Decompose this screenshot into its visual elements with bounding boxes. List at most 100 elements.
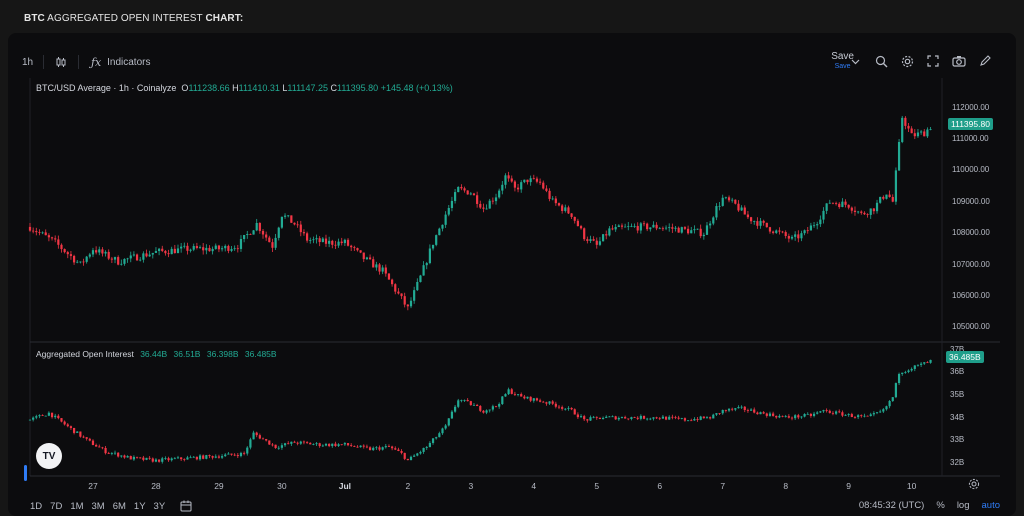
tradingview-logo[interactable]: TV: [36, 443, 62, 469]
time-tick-8: 5: [594, 481, 600, 491]
price-series-candle-207: [680, 227, 683, 233]
percent-toggle[interactable]: %: [936, 500, 945, 511]
price-series-candle-142: [476, 195, 479, 204]
oi-series-candle-187: [617, 417, 620, 420]
oi-series-candle-209: [686, 420, 690, 422]
gear-icon[interactable]: [900, 54, 914, 68]
price-series-candle-220: [721, 197, 724, 206]
interval-button[interactable]: 1h: [22, 56, 34, 68]
last-price-tag: 111395.80: [948, 118, 993, 130]
price-series-candle-159: [529, 178, 532, 183]
price-series-candle-82: [287, 215, 290, 217]
price-series-candle-27: [113, 257, 117, 260]
time-axis-settings-icon[interactable]: [967, 477, 981, 491]
scroll-handle[interactable]: [24, 465, 27, 481]
price-series-candle-251: [819, 219, 822, 225]
price-series-candle-48: [180, 246, 183, 249]
range-6m[interactable]: 6M: [112, 500, 126, 512]
price-series-candle-92: [318, 238, 321, 243]
oi-series-candle-104: [356, 446, 359, 448]
oi-series-candle-197: [649, 418, 652, 420]
oi-series-candle-99: [340, 444, 343, 446]
oi-series-candle-121: [409, 456, 413, 461]
oi-series-candle-49: [183, 459, 186, 460]
oi-tick-3: 34B: [950, 412, 965, 422]
oi-series-candle-162: [539, 400, 542, 402]
time-tick-3: 30: [277, 481, 287, 491]
price-series-candle-242: [790, 236, 794, 239]
price-series-candle-169: [561, 205, 564, 211]
range-3m[interactable]: 3M: [91, 500, 105, 512]
price-series-candle-11: [63, 249, 66, 253]
price-series-candle-199: [655, 224, 658, 229]
price-series-candle-185: [611, 228, 614, 230]
oi-series-candle-58: [211, 456, 214, 458]
price-series-candle-151: [504, 175, 507, 185]
auto-toggle[interactable]: auto: [981, 500, 1001, 511]
price-series-candle-138: [463, 188, 466, 191]
price-series-candle-250: [816, 224, 819, 226]
oi-series-candle-107: [365, 446, 369, 448]
oi-series-candle-105: [359, 445, 362, 448]
oi-series-candle-214: [702, 416, 705, 419]
range-1m[interactable]: 1M: [70, 500, 84, 512]
range-1y[interactable]: 1Y: [133, 500, 146, 512]
pencil-icon[interactable]: [978, 54, 992, 68]
oi-series-candle-102: [350, 445, 353, 447]
oi-open-value: 36.44B: [140, 349, 168, 359]
price-series-candle-42: [161, 248, 164, 251]
utc-clock[interactable]: 08:45:32 (UTC): [858, 500, 925, 511]
oi-series-candle-127: [428, 442, 431, 448]
price-series-candle-186: [614, 226, 617, 230]
price-series-candle-196: [646, 223, 649, 230]
price-series-candle-78: [274, 237, 277, 248]
oi-series-candle-54: [198, 455, 202, 460]
oi-series-candle-229: [749, 409, 753, 411]
oi-series-candle-153: [510, 389, 513, 394]
oi-series-candle-143: [479, 406, 482, 411]
price-series-candle-143: [479, 203, 482, 208]
save-button[interactable]: Save Save: [831, 51, 854, 71]
oi-series-candle-173: [573, 409, 576, 415]
calendar-icon[interactable]: [179, 499, 193, 513]
oi-series-candle-81: [283, 443, 287, 446]
oi-series-candle-204: [671, 416, 674, 418]
chevron-down-icon[interactable]: [848, 54, 862, 68]
oi-series-candle-113: [384, 446, 387, 448]
price-tick-5: 107000.00: [952, 259, 990, 269]
price-series-candle-30: [123, 258, 126, 264]
oi-series-candle-282: [916, 364, 920, 366]
oi-series-candle-286: [929, 359, 932, 363]
oi-series-candle-281: [913, 365, 916, 369]
oi-series-candle-91: [315, 443, 318, 445]
price-series-candle-235: [768, 227, 772, 232]
camera-icon[interactable]: [952, 54, 966, 68]
oi-series-candle-6: [47, 412, 50, 416]
price-series-candle-258: [841, 201, 844, 208]
oi-series-candle-278: [904, 371, 907, 373]
oi-series-candle-240: [784, 416, 787, 418]
oi-series-candle-177: [586, 419, 589, 421]
log-toggle[interactable]: log: [956, 500, 970, 511]
fullscreen-icon[interactable]: [926, 54, 940, 68]
candle-type-button[interactable]: [54, 55, 68, 69]
price-series-candle-25: [107, 251, 110, 259]
oi-series-candle-220: [721, 409, 724, 414]
oi-series-candle-27: [113, 452, 117, 454]
oi-series-candle-36: [142, 457, 145, 460]
time-tick-10: 7: [720, 481, 726, 491]
oi-series-candle-276: [897, 373, 901, 384]
price-series-candle-221: [724, 197, 727, 199]
price-series-candle-279: [907, 125, 910, 129]
oi-tick-2: 35B: [950, 389, 965, 399]
price-series-candle-162: [539, 181, 542, 183]
oi-series-candle-139: [466, 399, 469, 402]
range-7d[interactable]: 7D: [50, 500, 63, 512]
quick-search-icon[interactable]: [874, 54, 888, 68]
indicators-button[interactable]: ƒx Indicators: [90, 55, 151, 69]
price-series-candle-234: [765, 222, 768, 228]
price-series-candle-69: [246, 234, 249, 236]
range-1d[interactable]: 1D: [30, 500, 43, 512]
range-3y[interactable]: 3Y: [153, 500, 166, 512]
